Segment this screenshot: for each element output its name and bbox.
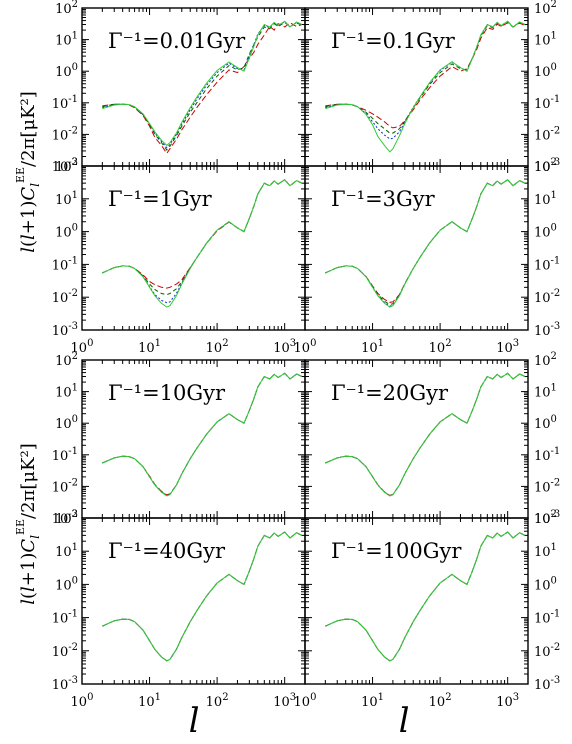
series-line-4 [325, 20, 526, 153]
panel-label: Γ⁻¹=0.01Gyr [108, 29, 246, 53]
y-tick-label: 10-3 [52, 509, 78, 527]
series-line-4 [325, 531, 526, 662]
x-tick-label: 102 [206, 692, 229, 710]
y-axis-label-bottom: l(l+1)ClEE/2π[μK²] [14, 443, 42, 605]
y-tick-label: 102 [534, 157, 557, 175]
y-tick-label: 10-2 [534, 642, 560, 660]
y-tick-label: 101 [534, 542, 557, 560]
y-tick-label: 102 [534, 509, 557, 527]
panel-label: Γ⁻¹=10Gyr [108, 381, 226, 405]
y-tick-label: 10-2 [52, 288, 78, 306]
y-tick-label: 10-1 [52, 94, 78, 112]
x-tick-label: 100 [294, 692, 317, 710]
x-tick-label: 102 [429, 338, 452, 356]
x-tick-label: 101 [138, 338, 161, 356]
y-tick-label: 102 [55, 351, 78, 369]
y-tick-label: 100 [534, 414, 557, 432]
y-tick-label: 10-2 [534, 288, 560, 306]
x-axis-label-left: l [189, 701, 200, 741]
x-tick-label: 100 [71, 692, 94, 710]
y-tick-label: 10-3 [534, 509, 560, 527]
y-axis-label-top: l(l+1)ClEE/2π[μK²] [14, 91, 42, 253]
y-tick-label: 101 [55, 190, 78, 208]
y-tick-label: 100 [534, 575, 557, 593]
y-tick-label: 101 [534, 31, 557, 49]
panel-frame [304, 517, 529, 685]
y-tick-label: 102 [55, 0, 78, 17]
panel-2: Γ⁻¹=0.1Gyr 10-3 10-2 10-1 100 101 102 [304, 0, 560, 175]
panel-label: Γ⁻¹=100Gyr [331, 539, 462, 563]
series-line-4 [102, 531, 303, 662]
x-tick-label: 103 [496, 338, 519, 356]
y-tick-label: 10-2 [52, 125, 78, 143]
panel-8: Γ⁻¹=100Gyr 10-3 10-2 10-1 100 101 102 100 101 102… [294, 509, 561, 710]
series-line-4 [325, 372, 526, 497]
y-tick-label: 10-2 [52, 477, 78, 495]
series-line-4 [102, 179, 303, 308]
y-tick-label: 10-3 [52, 157, 78, 175]
y-tick-label: 10-2 [534, 125, 560, 143]
y-tick-label: 101 [55, 31, 78, 49]
y-tick-label: 102 [55, 157, 78, 175]
y-tick-label: 10-2 [52, 642, 78, 660]
y-tick-label: 10-1 [534, 609, 560, 627]
x-tick-label: 100 [71, 338, 94, 356]
panel-grid: Γ⁻¹=0.01Gyr10-310-210-1100101102Γ⁻¹=0.1G… [52, 0, 561, 710]
y-tick-label: 102 [534, 0, 557, 17]
y-tick-label: 102 [534, 351, 557, 369]
y-tick-label: 101 [534, 190, 557, 208]
panel-5: Γ⁻¹=10Gyr 10-3 10-2 10-1 100 101 102 [52, 351, 306, 527]
panel-label: Γ⁻¹=0.1Gyr [331, 29, 456, 53]
y-tick-label: 10-1 [534, 94, 560, 112]
y-tick-label: 100 [534, 62, 557, 80]
series-line-4 [325, 179, 526, 308]
y-tick-label: 101 [55, 542, 78, 560]
y-tick-label: 10-3 [534, 321, 560, 339]
y-tick-label: 10-1 [52, 446, 78, 464]
series-line-1 [325, 22, 526, 129]
y-tick-label: 100 [55, 575, 78, 593]
y-tick-label: 101 [55, 383, 78, 401]
x-tick-label: 101 [361, 692, 384, 710]
y-tick-label: 10-3 [534, 157, 560, 175]
series-line-4 [102, 20, 303, 147]
y-tick-label: 10-3 [52, 675, 78, 693]
x-tick-label: 102 [206, 338, 229, 356]
panel-frame [304, 165, 529, 331]
y-tick-label: 10-1 [52, 255, 78, 273]
y-tick-label: 10-2 [534, 477, 560, 495]
panel-1: Γ⁻¹=0.01Gyr 10-3 10-2 10-1 100 101 102 [52, 0, 306, 175]
series-line-4 [102, 372, 303, 497]
y-tick-label: 10-1 [534, 255, 560, 273]
y-tick-label: 102 [55, 509, 78, 527]
y-tick-label: 101 [534, 383, 557, 401]
panel-label: Γ⁻¹=1Gyr [108, 187, 213, 211]
panel-label: Γ⁻¹=3Gyr [331, 187, 436, 211]
x-tick-label: 100 [294, 338, 317, 356]
x-tick-label: 102 [429, 692, 452, 710]
x-axis-label-right: l [399, 701, 410, 741]
y-tick-label: 100 [534, 223, 557, 241]
y-tick-label: 10-3 [52, 321, 78, 339]
y-tick-label: 10-1 [534, 446, 560, 464]
y-tick-label: 10-1 [52, 609, 78, 627]
x-tick-label: 101 [138, 692, 161, 710]
panel-label: Γ⁻¹=20Gyr [331, 381, 449, 405]
x-tick-label: 103 [496, 692, 519, 710]
x-tick-label: 103 [273, 692, 296, 710]
series-line-1 [102, 22, 303, 155]
y-tick-label: 10-3 [534, 675, 560, 693]
panel-6: Γ⁻¹=20Gyr 10-3 10-2 10-1 100 101 102 [304, 351, 560, 527]
x-tick-label: 103 [273, 338, 296, 356]
x-tick-label: 101 [361, 338, 384, 356]
y-tick-label: 100 [55, 223, 78, 241]
y-tick-label: 100 [55, 62, 78, 80]
y-tick-label: 100 [55, 414, 78, 432]
panel-label: Γ⁻¹=40Gyr [108, 539, 226, 563]
